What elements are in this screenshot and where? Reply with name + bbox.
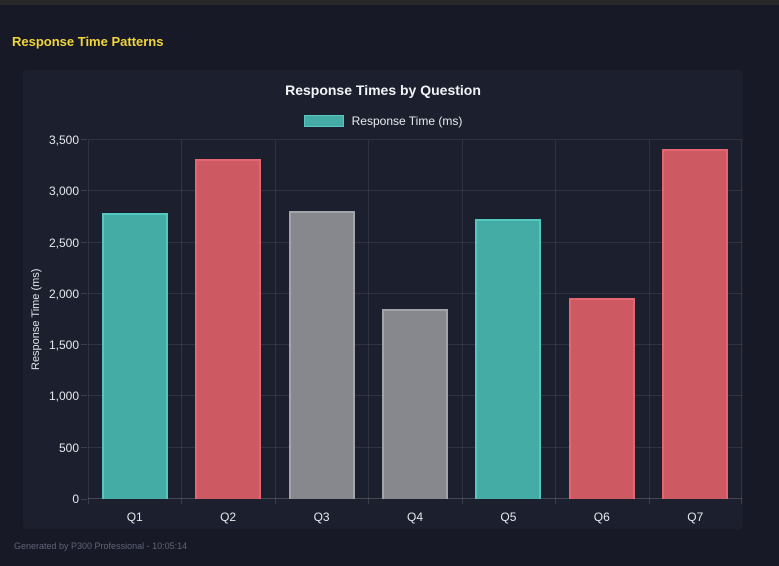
y-tick-mark [81,241,87,243]
x-tick-mark [181,499,182,504]
plot-area [88,139,742,499]
y-tick-label: 2,500 [48,235,79,250]
page-title: Response Time Patterns [12,34,164,49]
y-tick-label: 2,000 [48,286,79,301]
gridline [88,139,742,140]
x-tick-label-q7: Q7 [687,510,704,524]
y-tick-mark [81,446,87,448]
gridline [181,140,182,499]
bar-q7[interactable] [662,149,729,499]
x-tick-label-q3: Q3 [313,510,330,524]
bar-q2[interactable] [195,158,262,499]
y-tick-mark [81,292,87,294]
legend-swatch [303,115,344,127]
x-tick-mark [275,499,276,504]
y-tick-mark [81,344,87,346]
gridline [88,292,742,294]
gridline [88,190,742,192]
gridline [275,140,276,499]
gridline [555,140,556,499]
legend-label: Response Time (ms) [351,114,463,128]
y-tick-label: 3,500 [48,133,79,147]
gridline [649,140,650,499]
gridline [462,140,463,499]
y-tick-label: 3,000 [48,184,79,199]
y-tick-mark [81,139,87,140]
y-axis-tick-labels: 0 500 1,000 1,500 2,000 2,500 3,000 3,500 [23,133,79,506]
gridline [368,140,369,499]
gridline [88,241,742,243]
x-tick-mark [741,499,742,504]
x-tick-label-q5: Q5 [500,510,517,524]
x-tick-label-q1: Q1 [126,510,143,524]
x-tick-mark [462,499,463,504]
x-axis-tick-labels: Q1 Q2 Q3 Q4 Q5 Q6 Q7 [88,510,742,526]
y-tick-mark [81,190,87,192]
y-tick-label: 500 [58,440,79,455]
y-tick-label: 1,500 [48,338,79,353]
bar-q1[interactable] [101,212,168,499]
x-tick-mark [368,499,369,504]
y-tick-mark [81,395,87,397]
bar-q5[interactable] [475,219,542,499]
bar-q3[interactable] [288,210,355,499]
gridline [741,140,742,499]
chart-legend[interactable]: Response Time (ms) [23,114,743,128]
x-tick-label-q6: Q6 [593,510,610,524]
y-tick-label: 0 [72,492,79,506]
x-tick-label-q4: Q4 [406,510,423,524]
bar-q4[interactable] [382,309,448,499]
x-tick-mark [555,499,556,504]
gridline [88,140,89,499]
chart-title: Response Times by Question [285,82,481,98]
x-tick-label-q2: Q2 [220,510,237,524]
x-tick-mark [88,499,89,504]
bar-q6[interactable] [568,298,635,499]
y-tick-label: 1,000 [48,389,79,404]
window-top-strip [0,0,779,5]
chart-panel: Response Times by Question Response Time… [23,70,743,529]
x-tick-mark [649,499,650,504]
y-tick-mark [81,499,87,500]
footer-text: Generated by P300 Professional - 10:05:1… [14,541,188,551]
